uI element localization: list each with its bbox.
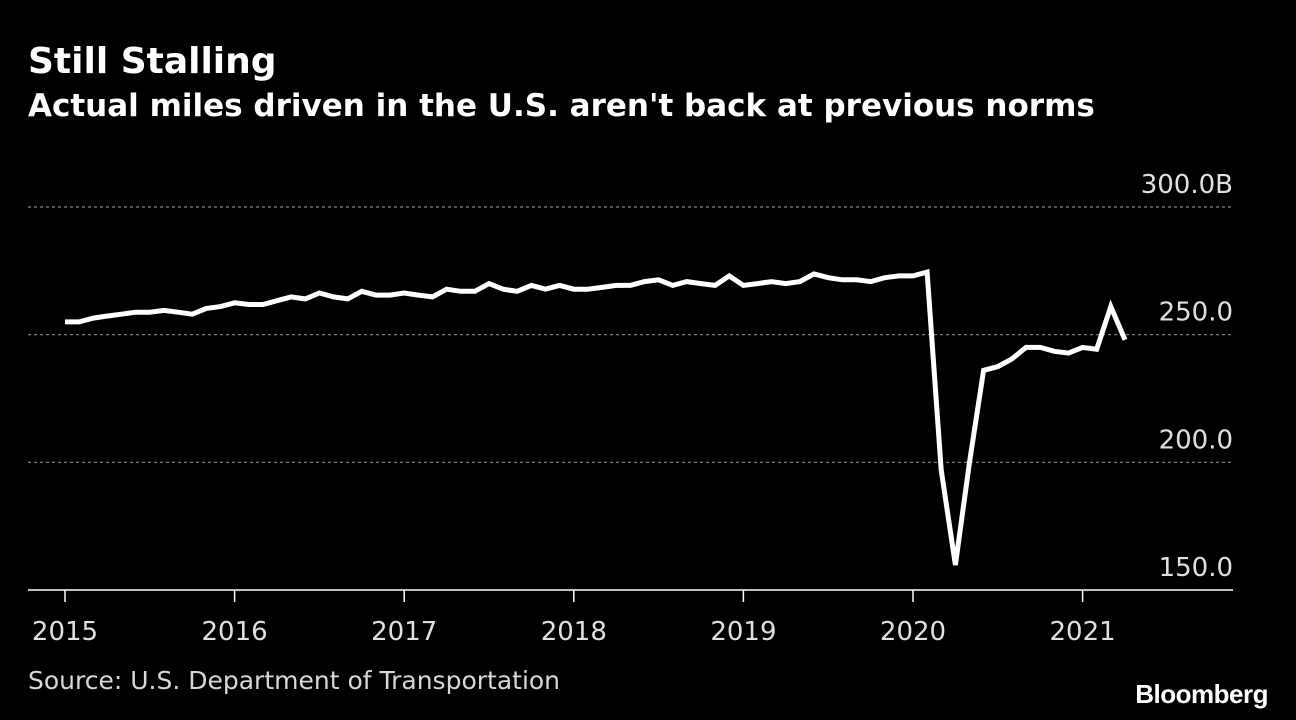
series-layer bbox=[65, 268, 1128, 566]
y-tick-label: 250.0 bbox=[1159, 298, 1233, 328]
x-tick-label: 2019 bbox=[710, 617, 776, 647]
x-axis-ticks: 2015 2016 2017 2018 2019 2020 2021 bbox=[32, 590, 1116, 647]
x-tick-label: 2018 bbox=[541, 617, 607, 647]
y-axis-ticks: 150.0 200.0 250.0 300.0B bbox=[1141, 170, 1233, 583]
bloomberg-logo: Bloomberg bbox=[1135, 679, 1268, 709]
x-tick-label: 2020 bbox=[880, 617, 946, 647]
chart-title: Still Stalling bbox=[28, 41, 277, 82]
series-line-miles-driven bbox=[65, 268, 1128, 566]
x-tick-label: 2016 bbox=[202, 617, 268, 647]
x-tick-label: 2021 bbox=[1050, 617, 1116, 647]
x-tick-label: 2017 bbox=[371, 617, 437, 647]
y-tick-label: 150.0 bbox=[1159, 553, 1233, 583]
y-tick-label: 300.0B bbox=[1141, 170, 1233, 200]
x-tick-label: 2015 bbox=[32, 617, 98, 647]
source-note: Source: U.S. Department of Transportatio… bbox=[28, 666, 561, 695]
y-tick-label: 200.0 bbox=[1159, 425, 1233, 455]
chart-subtitle: Actual miles driven in the U.S. aren't b… bbox=[28, 88, 1095, 124]
gridlines bbox=[28, 206, 1233, 463]
